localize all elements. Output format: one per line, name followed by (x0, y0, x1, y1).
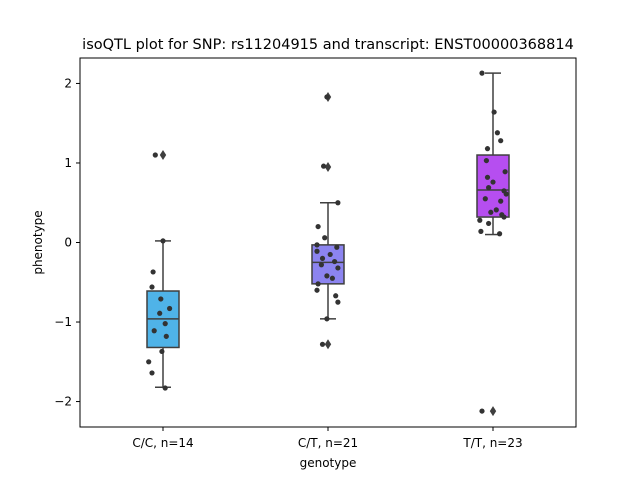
data-point (502, 169, 508, 175)
y-tick-label: 0 (64, 236, 72, 250)
data-point (314, 287, 320, 293)
data-point (159, 348, 165, 355)
box-group (476, 72, 510, 417)
data-point (486, 220, 492, 227)
data-point (321, 163, 327, 169)
flier-marker (324, 161, 332, 172)
data-point (477, 217, 483, 223)
y-tick-label: −1 (54, 315, 72, 329)
box (476, 154, 510, 218)
data-point (498, 198, 504, 204)
flier-marker (324, 339, 332, 350)
data-point (503, 191, 509, 197)
data-point (335, 200, 341, 206)
data-point (160, 238, 166, 244)
data-point (484, 146, 491, 152)
data-point (319, 255, 326, 262)
data-point (319, 341, 326, 347)
data-point (335, 265, 341, 271)
flier-marker (489, 406, 497, 417)
data-point (149, 370, 155, 376)
data-point (335, 299, 341, 305)
data-point (318, 262, 324, 268)
data-point (498, 138, 504, 144)
y-axis: −2 −1 0 1 2 (54, 76, 80, 409)
y-tick-label: 2 (64, 76, 72, 90)
data-point (327, 251, 333, 258)
data-point (324, 316, 330, 322)
data-point (490, 179, 496, 185)
data-point (482, 196, 488, 202)
data-point (149, 284, 155, 290)
data-point (152, 152, 158, 158)
data-point (501, 214, 507, 220)
data-point (167, 305, 173, 312)
data-point (314, 248, 320, 254)
data-point (486, 185, 492, 191)
data-point (497, 231, 503, 237)
y-tick-label: −2 (54, 395, 72, 409)
chart-title: isoQTL plot for SNP: rs11204915 and tran… (82, 37, 574, 53)
data-point (157, 310, 163, 316)
flier-marker (159, 150, 167, 161)
x-axis: C/C, n=14 C/T, n=21 T/T, n=23 (132, 427, 523, 450)
data-point (333, 293, 339, 299)
data-point (329, 275, 335, 281)
data-point (493, 207, 499, 213)
data-point (162, 321, 168, 327)
data-point (315, 281, 321, 287)
data-point (322, 235, 328, 241)
y-tick-label: 1 (64, 156, 72, 170)
y-axis-label: phenotype (31, 210, 45, 274)
data-point (479, 70, 485, 76)
box-group (311, 91, 345, 350)
data-point (479, 408, 485, 414)
data-point (488, 209, 494, 215)
data-point (150, 269, 156, 275)
data-point (494, 130, 500, 136)
data-point (324, 273, 330, 279)
data-point (484, 174, 491, 180)
data-point (314, 242, 320, 248)
data-point (162, 385, 168, 391)
x-tick-label: C/T, n=21 (298, 436, 358, 450)
plot-area (146, 70, 510, 417)
data-point (324, 94, 330, 100)
x-tick-label: T/T, n=23 (462, 436, 522, 450)
data-point (151, 328, 157, 334)
data-point (158, 296, 164, 302)
box-group (146, 150, 180, 388)
x-tick-label: C/C, n=14 (132, 436, 193, 450)
data-point (334, 244, 340, 250)
data-point (478, 228, 484, 234)
data-point (491, 109, 497, 115)
data-point (332, 258, 338, 265)
data-point (146, 359, 152, 365)
x-axis-label: genotype (300, 456, 357, 470)
data-point (315, 223, 321, 230)
data-point (163, 333, 169, 339)
data-point (483, 157, 489, 164)
